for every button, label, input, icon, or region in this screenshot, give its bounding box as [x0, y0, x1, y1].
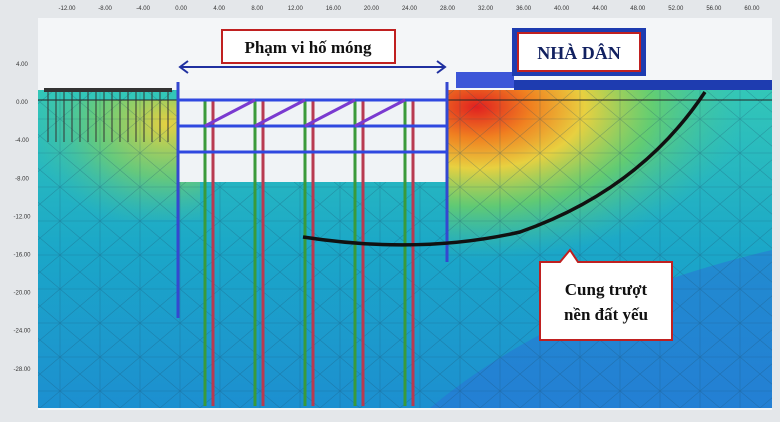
y-axis-label: -4.00	[15, 138, 29, 144]
house-label: NHÀ DÂN	[537, 42, 621, 63]
x-axis-label: -4.00	[136, 6, 150, 12]
x-axis-label: 20.00	[364, 6, 380, 12]
y-axis-label: -16.00	[13, 253, 31, 259]
x-axis-label: 0.00	[175, 6, 187, 12]
house-load	[456, 72, 514, 88]
walls	[176, 82, 449, 318]
slip-label: nền đất yếu	[564, 305, 648, 324]
x-axis-label: 52.00	[668, 6, 684, 12]
y-axis-label: 4.00	[16, 62, 28, 68]
x-axis-label: 28.00	[440, 6, 456, 12]
x-axis-label: 8.00	[251, 6, 263, 12]
x-axis-label: 4.00	[213, 6, 225, 12]
braces	[204, 98, 406, 128]
x-axis-label: 32.00	[478, 6, 494, 12]
y-axis-label: -24.00	[13, 329, 31, 335]
y-axis-label: -12.00	[13, 214, 31, 220]
excavation-arrow	[178, 60, 447, 74]
slip-label: Cung trượt	[565, 280, 648, 299]
x-axis-label: 12.00	[288, 6, 304, 12]
y-axis-label: 0.00	[16, 100, 28, 106]
house-load-strip	[514, 80, 772, 90]
x-axis-label: -12.00	[58, 6, 76, 12]
x-axis-label: 44.00	[592, 6, 608, 12]
x-axis-label: 48.00	[630, 6, 646, 12]
x-axis-label: 24.00	[402, 6, 418, 12]
load-bar	[44, 88, 172, 92]
y-axis-label: -28.00	[13, 367, 31, 373]
y-axis-label: -8.00	[15, 176, 29, 182]
slip-box	[539, 248, 673, 341]
excavation-label: Phạm vi hố móng	[244, 38, 372, 57]
x-axis-label: 40.00	[554, 6, 570, 12]
x-axis-label: 16.00	[326, 6, 342, 12]
x-axis-label: -8.00	[98, 6, 112, 12]
y-axis-label: -20.00	[13, 291, 31, 297]
surface-load	[44, 88, 172, 142]
house-box	[517, 32, 641, 72]
slip-surface	[302, 91, 707, 247]
x-axis-label: 60.00	[744, 6, 760, 12]
x-axis-label: 36.00	[516, 6, 532, 12]
excavation-box	[221, 29, 396, 64]
x-axis-label: 56.00	[706, 6, 722, 12]
